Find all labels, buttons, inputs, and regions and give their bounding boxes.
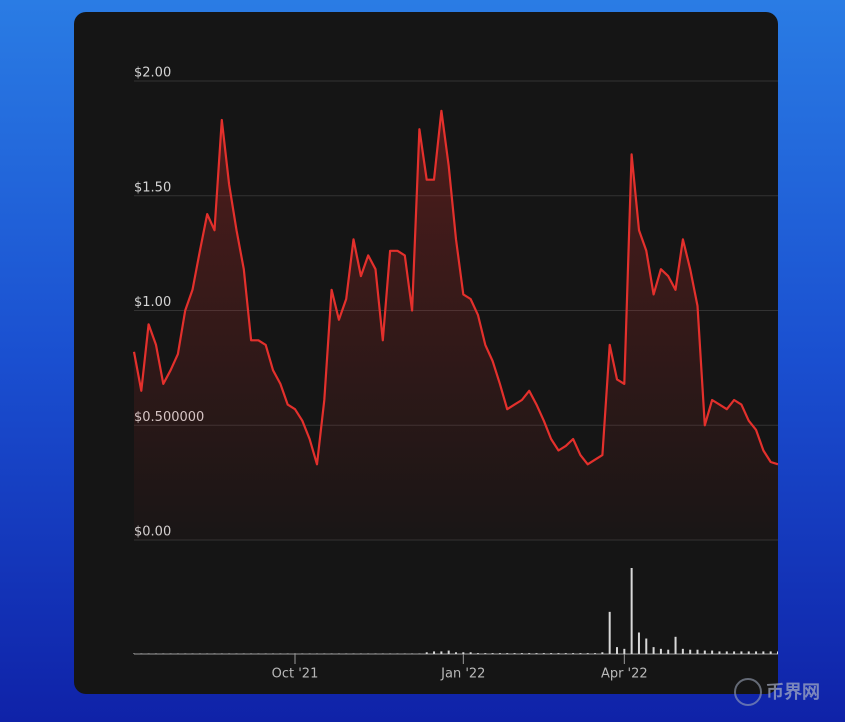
x-tick-label: Oct '21 bbox=[272, 667, 319, 682]
watermark: 币界网 bbox=[766, 682, 820, 703]
volume-bar bbox=[484, 653, 487, 654]
volume-bar bbox=[586, 653, 589, 654]
volume-bar bbox=[594, 653, 597, 654]
volume-bar bbox=[733, 651, 736, 654]
y-tick-label: $1.00 bbox=[134, 295, 171, 310]
volume-bar bbox=[725, 651, 728, 654]
volume-bar bbox=[762, 651, 765, 654]
volume-bar bbox=[447, 650, 450, 654]
y-tick-label: $1.50 bbox=[134, 180, 171, 195]
volume-bar bbox=[579, 653, 582, 654]
volume-bar bbox=[674, 636, 677, 654]
volume-bar bbox=[462, 652, 465, 654]
x-tick-label: Jan '22 bbox=[440, 667, 485, 682]
volume-bar bbox=[455, 652, 457, 654]
volume-bar bbox=[755, 651, 758, 654]
volume-bar bbox=[572, 653, 575, 654]
volume-bar bbox=[542, 653, 545, 654]
volume-bar bbox=[469, 652, 472, 654]
price-line bbox=[132, 109, 778, 466]
volume-bar bbox=[637, 632, 640, 654]
volume-bar bbox=[703, 650, 706, 654]
volume-bar bbox=[498, 653, 501, 654]
volume-bar bbox=[520, 653, 523, 654]
volume-bar bbox=[550, 653, 553, 654]
watermark-icon bbox=[734, 678, 762, 706]
y-tick-label: $2.00 bbox=[134, 66, 171, 81]
volume-bar bbox=[506, 653, 509, 654]
volume-bar bbox=[425, 652, 428, 654]
volume-bar bbox=[528, 653, 531, 654]
volume-bar bbox=[696, 649, 699, 654]
volume-bar bbox=[747, 651, 750, 654]
volume-bar bbox=[740, 651, 743, 654]
volume-bar bbox=[777, 651, 778, 654]
volume-bar bbox=[659, 648, 662, 654]
volume-bar bbox=[491, 653, 494, 654]
price-area bbox=[134, 110, 778, 541]
volume-bar bbox=[513, 653, 516, 654]
volume-bar bbox=[440, 651, 443, 654]
volume-bar bbox=[711, 650, 714, 654]
x-tick-label: Apr '22 bbox=[601, 667, 648, 682]
volume-bar bbox=[557, 653, 560, 654]
volume-bar bbox=[645, 638, 648, 654]
volume-bar bbox=[718, 651, 721, 654]
volume-bar bbox=[608, 611, 611, 654]
volume-bar bbox=[476, 653, 479, 654]
volume-bar bbox=[652, 647, 655, 654]
volume-bar bbox=[630, 568, 633, 654]
volume-bar bbox=[689, 649, 692, 654]
volume-bar bbox=[433, 651, 436, 654]
volume-bar bbox=[564, 653, 567, 654]
volume-bar bbox=[601, 652, 604, 654]
volume-bar bbox=[623, 648, 626, 654]
volume-bar bbox=[535, 653, 538, 654]
volume-bar bbox=[616, 647, 618, 654]
volume-bar bbox=[769, 651, 772, 654]
volume-bar bbox=[681, 648, 684, 654]
volume-bar bbox=[667, 649, 670, 654]
